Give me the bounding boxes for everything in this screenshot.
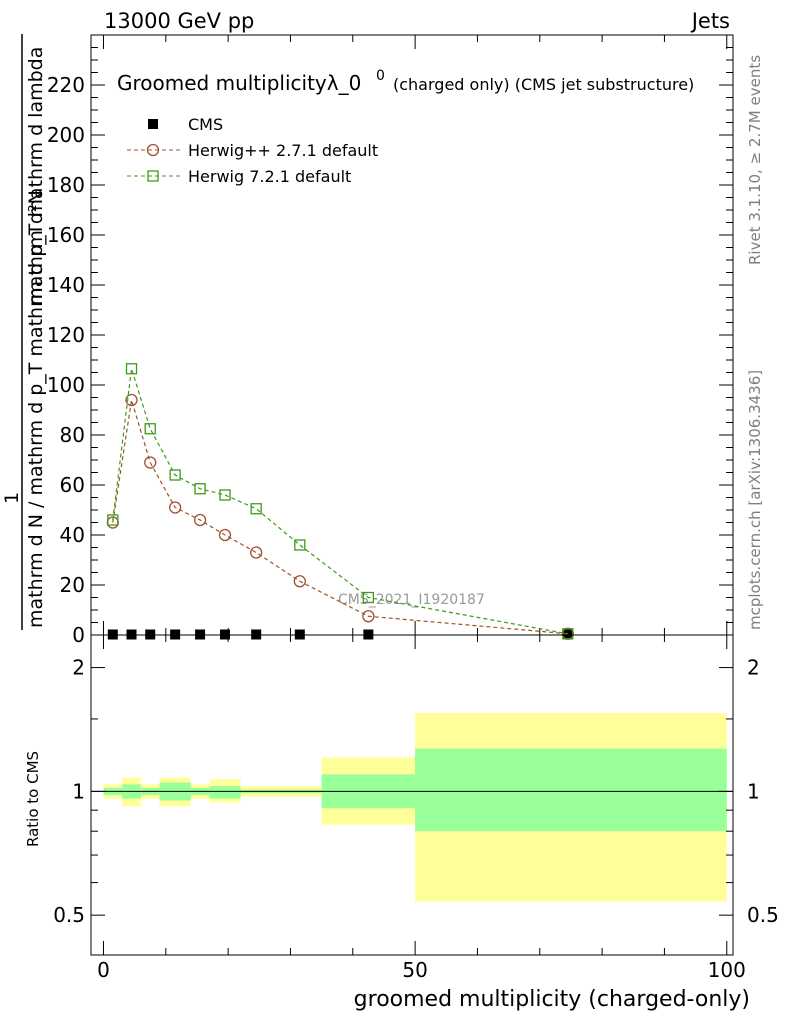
main-y-tick-label: 200: [47, 123, 85, 147]
herwigpp-data-point: [250, 546, 263, 559]
ratio-y-tick-label-right: 1: [747, 779, 760, 803]
herwigpp-data-point: [293, 575, 306, 588]
main-y-tick-label: 80: [60, 423, 85, 447]
analysis-watermark: CMS_2021_I1920187: [338, 592, 485, 608]
series-line-herwigpp: [112, 399, 568, 635]
main-y-label-denominator: mathrm d N / mathrm d p_T mathrm d p_T m…: [25, 47, 47, 628]
ratio-y-ticks: 0.5 0.5 1 1 2 2: [53, 656, 779, 928]
mcplots-credit-label: mcplots.cern.ch [arXiv:1306.3436]: [746, 370, 764, 630]
herwig7-data-point: [144, 423, 156, 435]
series-line-herwig7: [112, 368, 568, 635]
main-y-tick-label: 140: [47, 273, 85, 297]
herwig7-data-point: [219, 489, 231, 501]
herwig7-data-point: [194, 483, 206, 495]
herwig7-data-point: [125, 363, 138, 375]
main-y-label-differential: mathrm d²N: [25, 190, 47, 306]
header-collision-label: 13000 GeV pp: [104, 9, 254, 33]
x-tick-label: 100: [708, 958, 746, 982]
ratio-inner-band: [209, 786, 241, 799]
legend-herwig7-marker: [147, 170, 159, 182]
main-y-label-numerator: 1: [1, 492, 23, 504]
herwig7-data-point: [294, 539, 306, 551]
herwig7-data-point: [250, 503, 262, 515]
herwig7-data-point: [169, 469, 181, 481]
herwigpp-data-point: [218, 528, 232, 542]
header-process-label: Jets: [690, 9, 730, 33]
main-y-tick-label: 220: [47, 73, 85, 97]
herwigpp-data-point: [168, 501, 182, 514]
ratio-y-tick-label: 1: [72, 779, 85, 803]
main-y-tick-label: 120: [47, 323, 85, 347]
ratio-y-tick-label: 2: [72, 656, 85, 680]
herwigpp-data-point: [362, 610, 375, 623]
rivet-version-label: Rivet 3.1.10, ≥ 2.7M events: [746, 55, 764, 265]
herwigpp-data-point: [144, 456, 157, 469]
plot-title-rest: (charged only) (CMS jet substructure): [393, 75, 694, 94]
ratio-inner-band: [415, 748, 727, 832]
plot-title-superscript: 0: [376, 68, 385, 84]
herwig7-data-point: [562, 628, 574, 640]
legend-herwigpp-label: Herwig++ 2.7.1 default: [188, 141, 378, 160]
main-y-tick-label: 40: [60, 523, 85, 547]
ratio-y-tick-label: 0.5: [53, 903, 85, 927]
ratio-y-tick-label-right: 0.5: [747, 903, 779, 927]
plot-title-main: Groomed multiplicityλ_0: [117, 71, 361, 95]
ratio-bands-layer: [103, 713, 727, 902]
ratio-y-axis-label: Ratio to CMS: [24, 751, 42, 847]
x-tick-label: 0: [97, 958, 110, 982]
legend-herwigpp-marker: [146, 143, 160, 157]
ratio-x-ticks: 0 50 100: [97, 635, 746, 982]
main-y-tick-label: 60: [60, 473, 85, 497]
ratio-plot-frame: [90, 634, 734, 956]
herwig7-data-point: [362, 591, 375, 604]
herwigpp-data-point: [125, 393, 138, 407]
legend: CMS Herwig++ 2.7.1 default Herwig 7.2.1 …: [127, 115, 378, 186]
main-y-ticks: 0 20 40 60 80 100 120 140 160 180 200 220: [47, 47, 733, 647]
main-y-tick-label: 20: [60, 573, 85, 597]
herwigpp-data-point: [193, 513, 207, 527]
main-y-tick-label: 160: [47, 223, 85, 247]
main-y-tick-label: 180: [47, 173, 85, 197]
main-y-tick-label: 0: [72, 623, 85, 647]
herwig7-data-point: [107, 514, 119, 526]
x-tick-label: 50: [402, 958, 427, 982]
legend-cms-label: CMS: [188, 115, 223, 134]
plot-title: Groomed multiplicityλ_0 0 (charged only)…: [117, 68, 694, 95]
main-y-tick-label: 100: [47, 373, 85, 397]
main-y-axis-label: 1 mathrm d N / mathrm d p_T mathrm d p_T…: [1, 34, 47, 630]
x-axis-label: groomed multiplicity (charged-only): [354, 987, 750, 1012]
legend-cms-marker: [148, 119, 158, 129]
ratio-y-tick-label-right: 2: [747, 656, 760, 680]
legend-herwig7-label: Herwig 7.2.1 default: [188, 167, 351, 186]
